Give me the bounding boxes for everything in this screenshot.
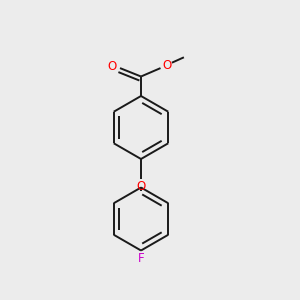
Text: O: O [108, 60, 117, 73]
Text: O: O [136, 179, 146, 193]
Text: F: F [138, 252, 144, 266]
Text: O: O [163, 59, 172, 72]
